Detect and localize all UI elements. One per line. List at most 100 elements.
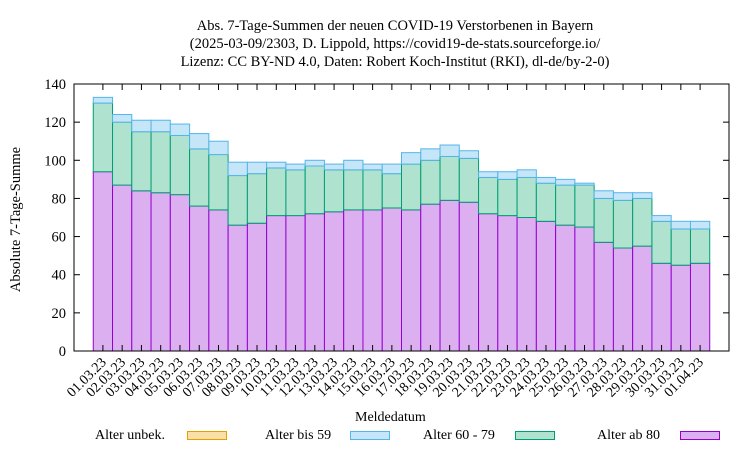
bar-segment	[304, 159, 325, 167]
bar-segment	[208, 140, 229, 156]
legend-label-unknown: Alter unbek.	[95, 428, 165, 443]
bar-segment	[612, 192, 634, 201]
bar-segment	[112, 114, 133, 123]
legend-swatch-80-plus	[680, 431, 720, 440]
bar-segment	[227, 175, 248, 226]
bar-segment	[131, 119, 152, 133]
y-tick-label: 100	[44, 153, 66, 169]
bar-segment	[593, 197, 614, 243]
bar-segment	[323, 211, 345, 352]
bar-segment	[246, 173, 268, 224]
bar-segment	[92, 102, 114, 173]
chart-title-line-2: (2025-03-09/2303, D. Lippold, https://co…	[189, 36, 601, 52]
bar-segment	[343, 159, 364, 171]
y-tick-label: 40	[52, 268, 67, 284]
bar-segment	[131, 131, 152, 192]
bar-segment	[343, 169, 364, 211]
bar-segment	[555, 178, 576, 186]
bar-segment	[670, 264, 691, 352]
bar-segment	[689, 262, 711, 352]
bar-segment	[304, 165, 325, 215]
chart-title-line-3: Lizenz: CC BY-ND 4.0, Daten: Robert Koch…	[180, 54, 610, 70]
bar-segment	[401, 152, 422, 165]
bar-segment	[689, 220, 711, 230]
x-axis-label: Meldedatum	[355, 410, 426, 425]
bar-segment	[593, 190, 614, 199]
bar-segment	[651, 215, 672, 222]
legend-label-80-plus: Alter ab 80	[597, 428, 660, 443]
bar-segment	[266, 161, 287, 169]
bar-segment	[401, 163, 422, 211]
bar-segment	[189, 205, 210, 352]
bar-segment	[112, 184, 133, 352]
bar-segment	[439, 155, 460, 201]
bar-segment	[227, 161, 248, 177]
bar-segment	[266, 167, 287, 217]
bar-segment	[420, 159, 441, 205]
bar-segment	[227, 224, 248, 352]
bar-segment	[169, 194, 191, 352]
bar-segment	[497, 178, 518, 217]
bar-segment	[285, 215, 306, 352]
legend-label-under-59: Alter bis 59	[265, 428, 332, 443]
bar-segment	[497, 215, 518, 352]
bar-segment	[612, 247, 634, 352]
bar-segment	[632, 245, 653, 352]
bar-segment	[439, 144, 460, 157]
bar-segment	[150, 119, 171, 133]
bar-segment	[323, 163, 345, 171]
bar-segment	[497, 171, 518, 180]
bar-segment	[150, 192, 171, 352]
bar-segment	[150, 131, 171, 194]
bar-segment	[401, 209, 422, 352]
bar-segment	[381, 207, 402, 352]
bar-segment	[208, 154, 229, 211]
bar-segment	[632, 197, 653, 247]
plot-frame	[73, 83, 730, 352]
y-tick-label: 20	[52, 306, 67, 322]
bar-segment	[208, 209, 229, 352]
bar-segment	[169, 134, 191, 196]
bar-segment	[246, 222, 268, 352]
bar-segment	[189, 148, 210, 207]
bar-segment	[169, 123, 191, 136]
bar-segment	[285, 163, 306, 171]
bar-segment	[555, 184, 576, 226]
y-tick-label: 60	[52, 230, 67, 246]
bar-segment	[304, 213, 325, 352]
bar-segment	[574, 182, 595, 186]
bar-segment	[555, 224, 576, 352]
bar-segment	[439, 199, 460, 352]
bar-segment	[112, 121, 133, 186]
bar-segment	[343, 209, 364, 352]
y-axis-label: Absolute 7-Tage-Summe	[8, 147, 24, 292]
bar-segment	[246, 161, 268, 175]
bar-segment	[632, 192, 653, 199]
bar-segment	[516, 217, 537, 352]
bar-segment	[516, 169, 537, 178]
bar-segment	[458, 157, 480, 203]
bar-segment	[670, 228, 691, 266]
bar-segment	[574, 184, 595, 228]
bar-segment	[420, 203, 441, 352]
bar-segment	[516, 176, 537, 218]
bar-segment	[535, 182, 557, 222]
bar-segment	[689, 228, 711, 264]
y-tick-label: 0	[59, 344, 66, 360]
y-tick-label: 140	[44, 77, 66, 93]
legend-swatch-60-79	[515, 431, 555, 440]
bar-segment	[612, 199, 634, 249]
bar-segment	[131, 190, 152, 352]
bar-segment	[381, 173, 402, 209]
y-tick-label: 80	[52, 191, 67, 207]
legend-swatch-under-59	[350, 431, 390, 440]
y-tick-label: 120	[44, 115, 66, 131]
bar-segment	[420, 148, 441, 161]
bar-segment	[670, 220, 691, 230]
bar-segment	[535, 220, 557, 352]
bar-segment	[362, 163, 383, 171]
chart-title-line-1: Abs. 7-Tage-Summen der neuen COVID-19 Ve…	[196, 18, 594, 34]
bar-segment	[458, 201, 480, 352]
bar-segment	[362, 209, 383, 352]
bar-segment	[285, 169, 306, 217]
